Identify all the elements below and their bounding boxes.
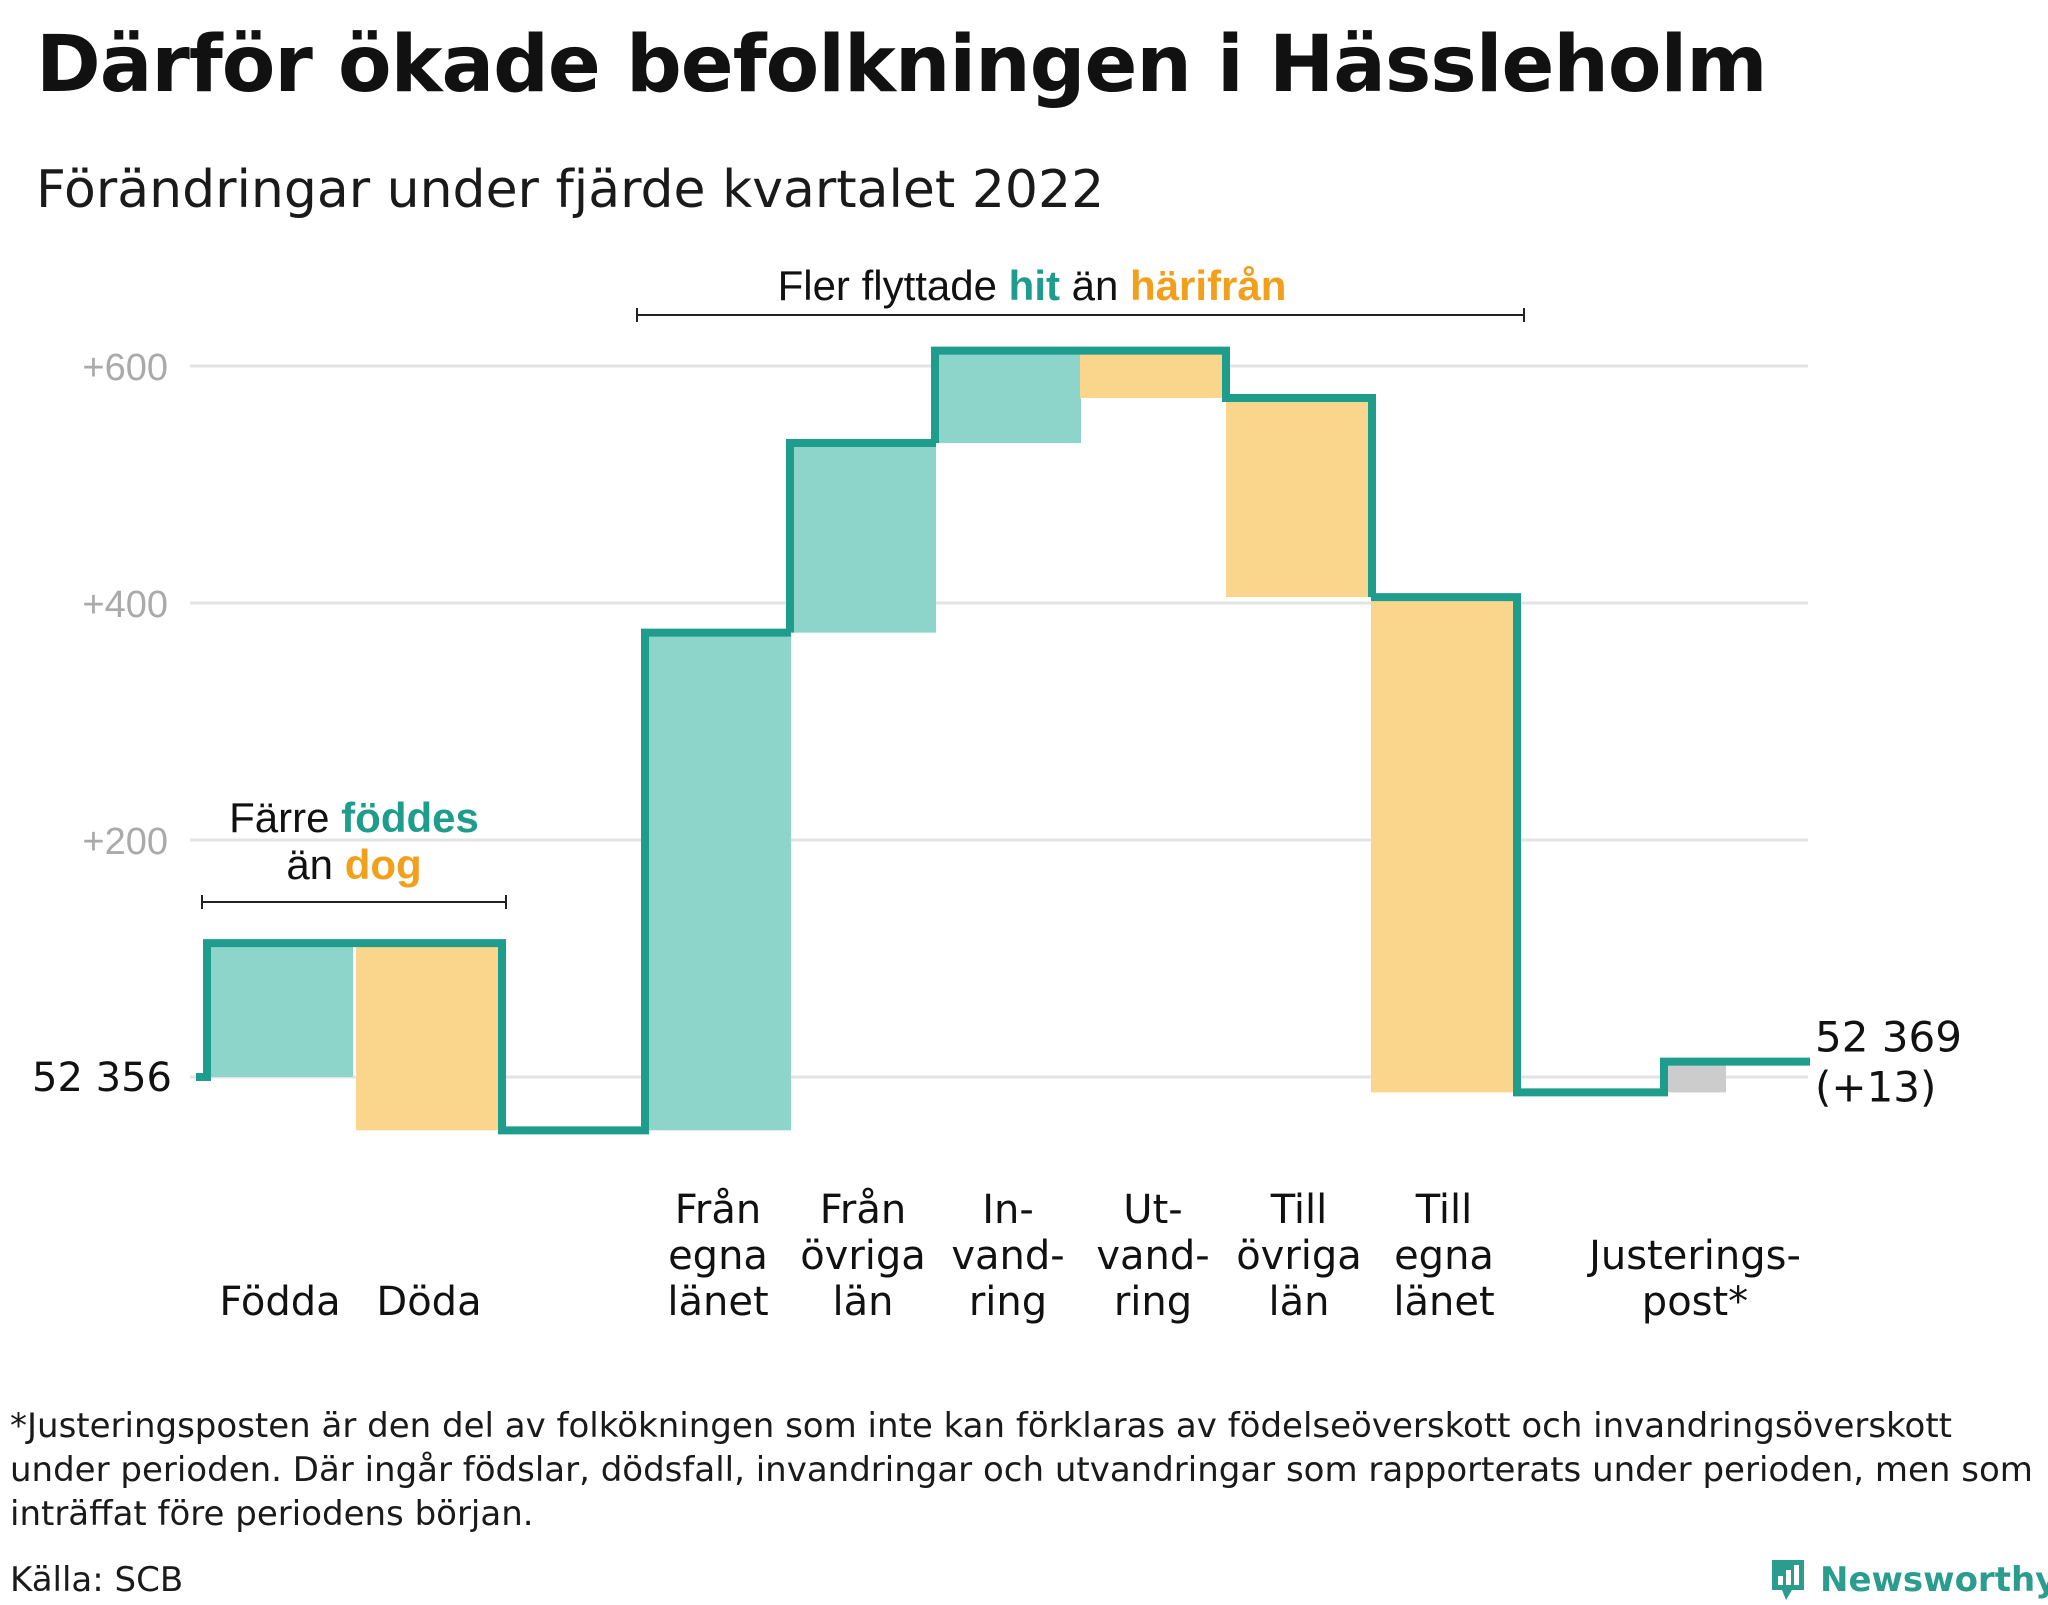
- natural-annotation-line1: Färre föddes: [229, 794, 479, 841]
- footnote: *Justeringsposten är den del av folkökni…: [10, 1406, 2033, 1534]
- line-layer: [196, 346, 1810, 1135]
- waterfall-bar: [207, 943, 353, 1077]
- natural-annotation-line2: än dog: [286, 841, 421, 888]
- category-label-line: övriga: [1236, 1233, 1362, 1279]
- y-tick-label: +600: [82, 347, 168, 389]
- y-tick-label: +200: [82, 821, 168, 863]
- category-label-line: ring: [969, 1279, 1047, 1325]
- chart-title: Därför ökade befolkningen i Hässleholm: [36, 20, 1767, 110]
- category-label-line: egna: [1394, 1233, 1494, 1279]
- brand-logo: Newsworthy: [1768, 1555, 2048, 1605]
- category-label-line: övriga: [800, 1233, 926, 1279]
- source-label: Källa: SCB: [10, 1560, 184, 1600]
- waterfall-bar: [935, 350, 1081, 444]
- category-label-line: Födda: [219, 1279, 340, 1325]
- category-label-line: Till: [1270, 1187, 1328, 1233]
- category-label: Från egna länet: [667, 1187, 768, 1325]
- category-label-line: post*: [1642, 1279, 1748, 1325]
- bar-layer: [207, 350, 1726, 1131]
- category-label: Justerings-post*: [1586, 1233, 1801, 1325]
- category-label-line: Justerings-: [1586, 1233, 1801, 1279]
- waterfall-bar: [356, 943, 502, 1131]
- category-label: In-vand-ring: [951, 1187, 1064, 1325]
- category-label-line: egna: [668, 1233, 768, 1279]
- waterfall-bar: [645, 632, 791, 1131]
- category-label: Födda: [219, 1279, 340, 1325]
- category-label: Från övriga län: [800, 1187, 926, 1325]
- migration-annotation: Fler flyttade hit än härifrån: [778, 262, 1287, 309]
- waterfall-bar: [1226, 397, 1372, 598]
- category-label-line: Döda: [376, 1279, 481, 1325]
- waterfall-bar: [1664, 1061, 1726, 1093]
- category-label: Ut-vand-ring: [1096, 1187, 1209, 1325]
- category-label-line: ring: [1114, 1279, 1192, 1325]
- y-tick-label: +400: [82, 584, 168, 626]
- category-label: Till egna länet: [1393, 1187, 1494, 1325]
- end-change-label: (+13): [1815, 1063, 1936, 1112]
- cumulative-step-line: [196, 346, 1810, 1135]
- category-label-line: länet: [667, 1279, 768, 1325]
- category-label-line: vand-: [951, 1233, 1064, 1279]
- waterfall-bar: [1080, 350, 1226, 398]
- category-label-line: Till: [1415, 1187, 1473, 1233]
- category-label-line: Från: [820, 1187, 906, 1233]
- annotation-layer: Fler flyttade hit än härifrån Färre född…: [201, 262, 1525, 909]
- chart-subtitle: Förändringar under fjärde kvartalet 2022: [36, 160, 1105, 220]
- start-value-label: 52 356: [32, 1055, 172, 1101]
- category-label-line: Från: [675, 1187, 761, 1233]
- newsworthy-logo-icon: [1772, 1560, 1804, 1600]
- category-label-line: In-: [982, 1187, 1034, 1233]
- brand-name: Newsworthy: [1820, 1560, 2048, 1600]
- category-label: Döda: [376, 1279, 481, 1325]
- category-label-line: län: [1269, 1279, 1330, 1325]
- end-value-label: 52 369: [1815, 1013, 1962, 1062]
- category-label-line: län: [833, 1279, 894, 1325]
- category-label-line: vand-: [1096, 1233, 1209, 1279]
- category-label-line: länet: [1393, 1279, 1494, 1325]
- category-label: Till övriga län: [1236, 1187, 1362, 1325]
- category-label-line: Ut-: [1123, 1187, 1182, 1233]
- waterfall-bar: [1371, 597, 1517, 1093]
- waterfall-bar: [790, 443, 936, 633]
